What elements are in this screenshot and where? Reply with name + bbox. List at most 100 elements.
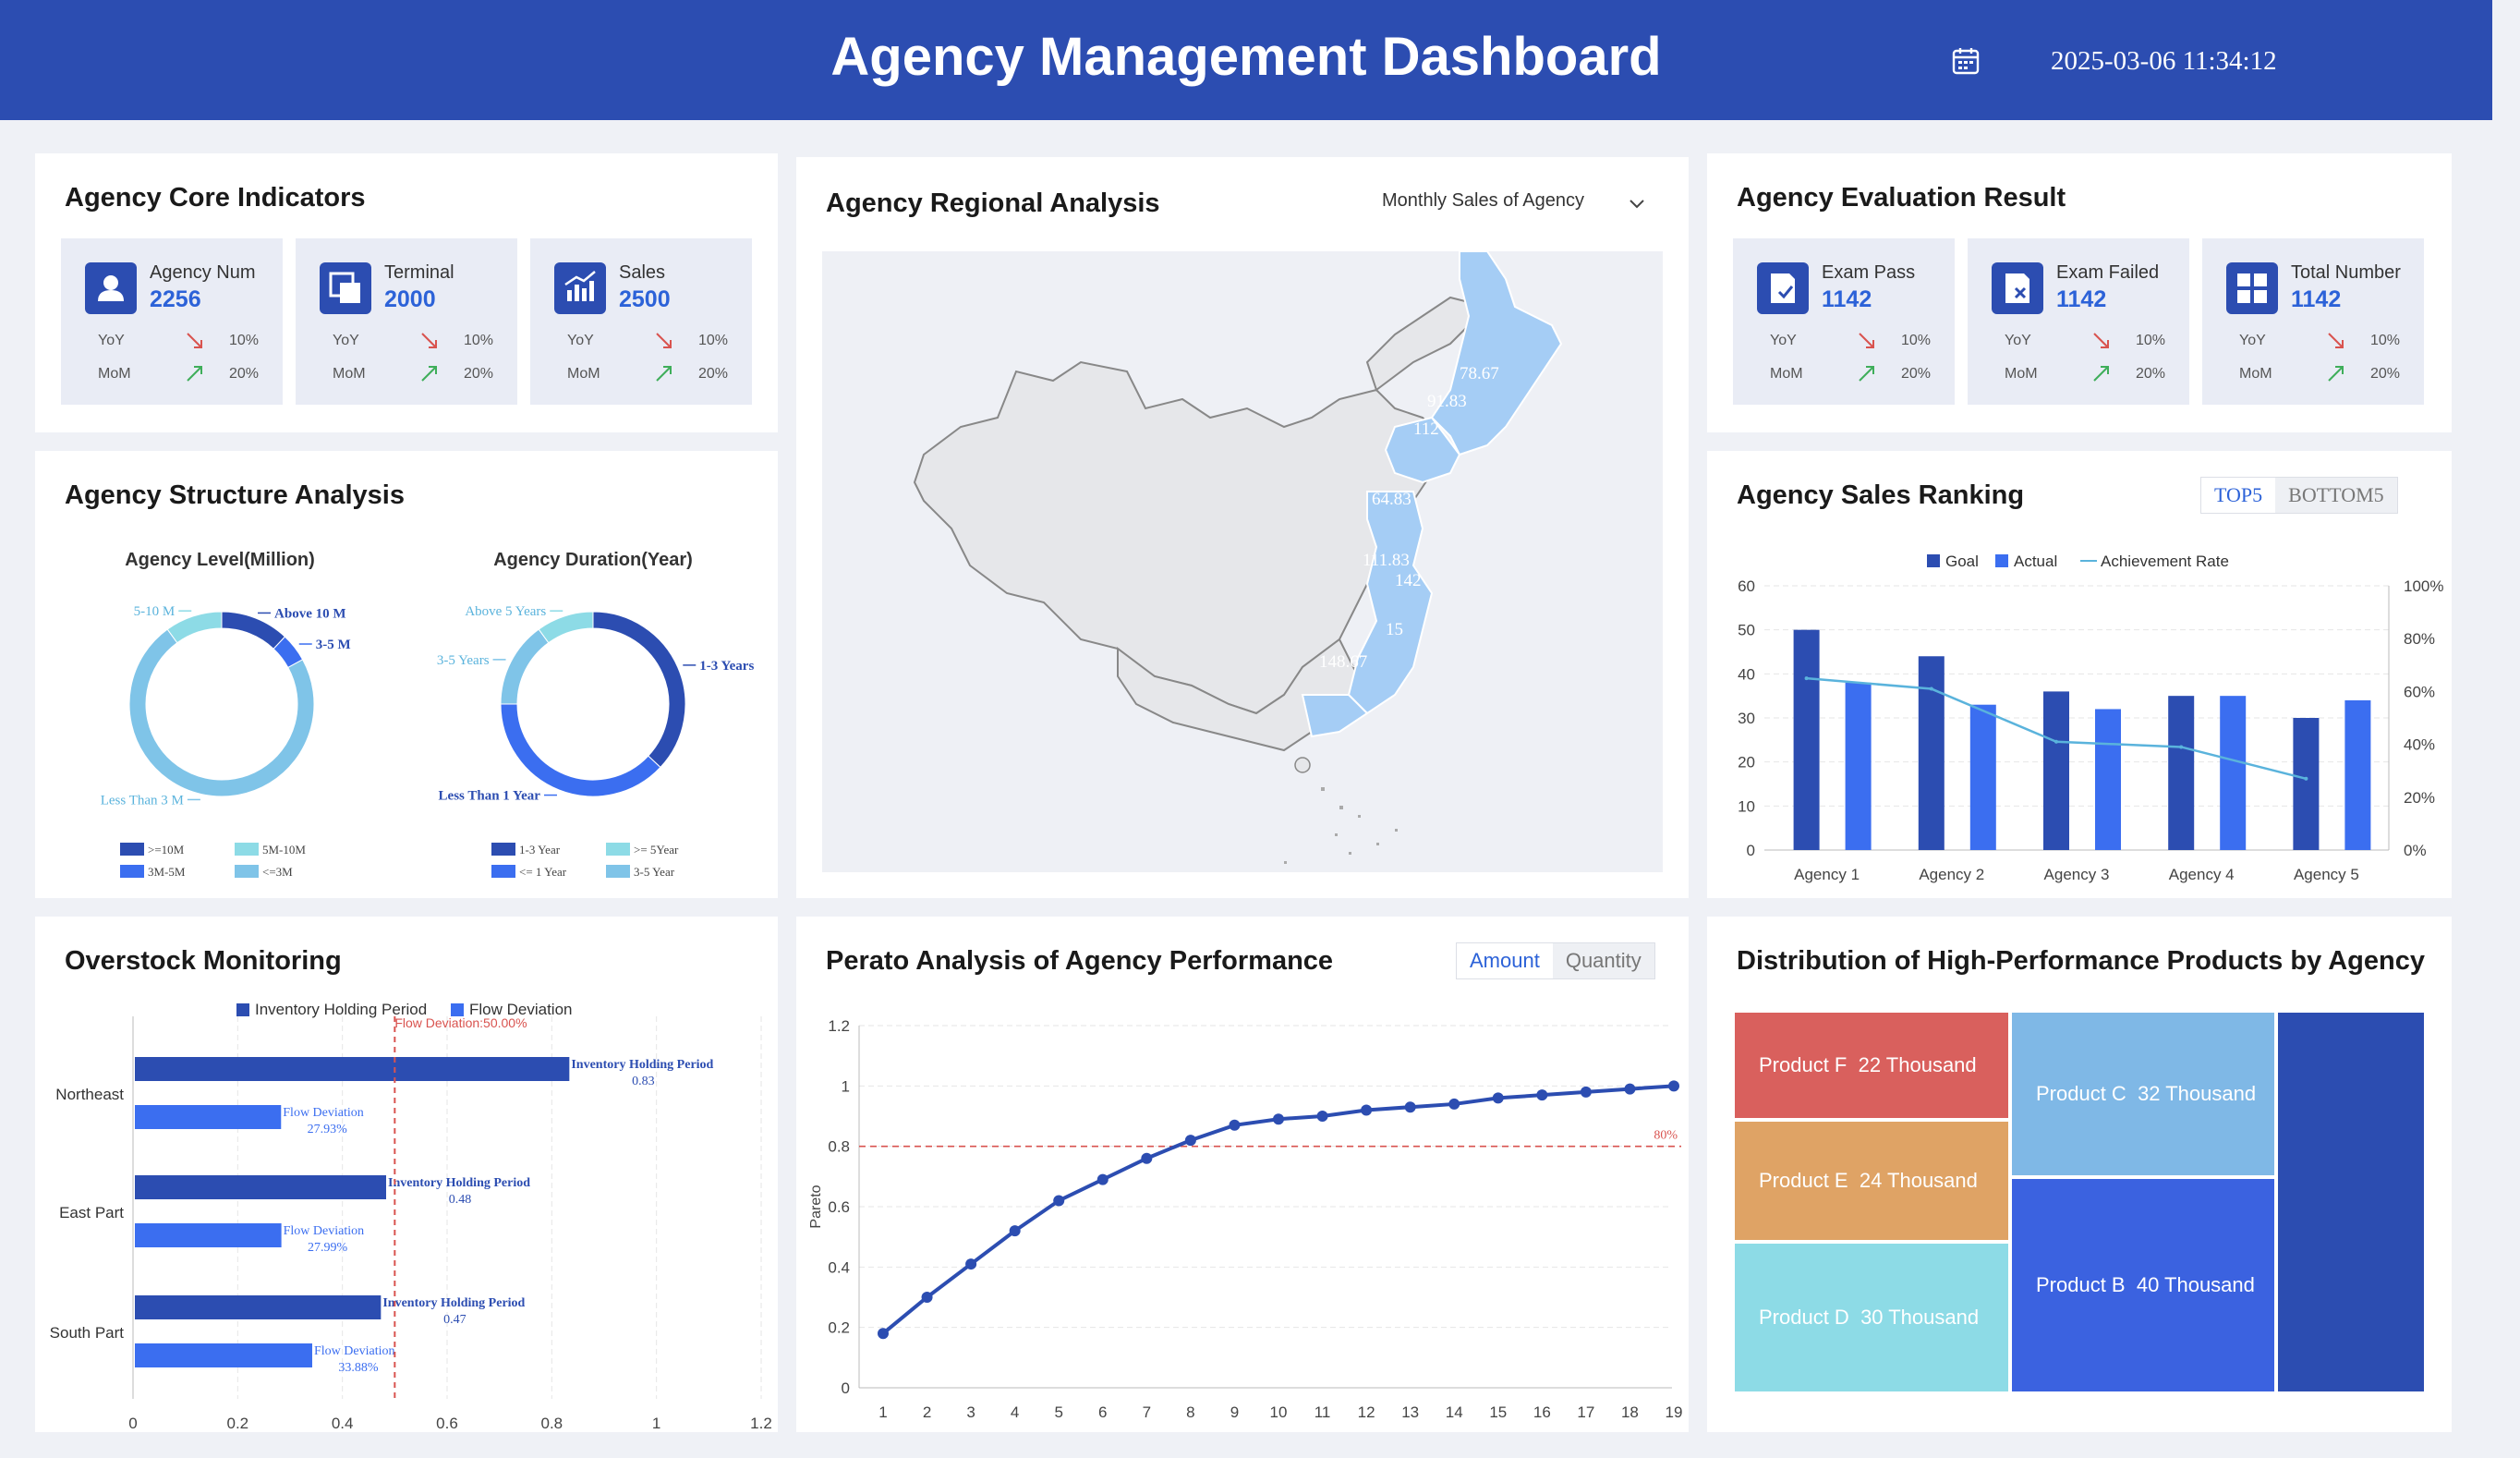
tab-bottom5[interactable]: BOTTOM5	[2288, 483, 2384, 506]
kpi-value: 1142	[2056, 286, 2107, 312]
tab-top5[interactable]: TOP5	[2201, 478, 2276, 513]
kpi-card[interactable]: Exam Failed 1142 YoY 10% MoM 20%	[1968, 238, 2189, 405]
donut-slice	[166, 611, 223, 644]
x-tick-label: 11	[1315, 1403, 1331, 1421]
pareto-point	[1184, 1135, 1196, 1147]
legend-label: Actual	[2014, 553, 2057, 570]
chevron-down-icon[interactable]	[1628, 198, 1646, 211]
treemap-cell-product-f[interactable]: Product F 22 Thousand	[1735, 1013, 2008, 1118]
pareto-point	[1448, 1098, 1460, 1110]
bar-actual	[1845, 682, 1872, 850]
x-tick-label: 13	[1401, 1403, 1419, 1421]
achievement-point	[2304, 776, 2308, 781]
x-tick-label: Agency 5	[2294, 866, 2359, 883]
x-tick-label: 1.2	[750, 1415, 772, 1432]
bar-goal	[1918, 656, 1945, 850]
kpi-mom-value: 20%	[464, 366, 494, 382]
y-tick-label: 0	[842, 1379, 850, 1397]
achievement-point	[1929, 686, 1933, 691]
legend-swatch	[491, 843, 515, 856]
kpi-value: 1142	[1822, 286, 1872, 312]
legend-label: >= 5Year	[634, 843, 679, 857]
y2-tick-label: 20%	[2404, 789, 2435, 807]
kpi-card[interactable]: Total Number 1142 YoY 10% MoM 20%	[2202, 238, 2424, 405]
arrow-down-icon	[1859, 333, 1874, 348]
kpi-card[interactable]: Terminal 2000 YoY 10% MoM 20%	[296, 238, 517, 405]
legend-label: 3-5 Year	[634, 865, 675, 879]
kpi-value: 2000	[384, 286, 436, 312]
overstock-panel: Overstock Monitoring Inventory Holding P…	[35, 917, 778, 1432]
map-label: 142	[1395, 571, 1422, 590]
kpi-yoy-label: YoY	[2005, 333, 2031, 348]
pareto-point	[1229, 1119, 1241, 1131]
donut-label: Less Than 3 M	[101, 793, 184, 808]
bar-label: Flow Deviation	[314, 1344, 395, 1358]
pareto-point	[1492, 1092, 1504, 1104]
y-tick-label: 50	[1738, 622, 1755, 639]
x-tick-label: 6	[1098, 1403, 1107, 1421]
kpi-mom-label: MoM	[98, 366, 131, 382]
bar-label: Inventory Holding Period	[388, 1176, 530, 1190]
bar-goal	[1793, 629, 1820, 850]
tab-quantity[interactable]: Quantity	[1565, 949, 1642, 972]
x-tick-label: Agency 3	[2044, 866, 2110, 883]
pareto-point	[1053, 1195, 1065, 1207]
legend-label: >=10M	[148, 843, 185, 857]
treemap-cell-product-c[interactable]: Product C 32 Thousand	[2012, 1013, 2274, 1175]
sales-ranking-chart: Goal Actual Achievement Rate 0 10 20 30 40 50 60 0…	[1738, 553, 2443, 883]
sales-chart-icon	[554, 262, 606, 314]
kpi-card[interactable]: Sales 2500 YoY 10% MoM 20%	[530, 238, 752, 405]
kpi-card[interactable]: Exam Pass 1142 YoY 10% MoM 20%	[1733, 238, 1955, 405]
map-region-northeast	[1430, 250, 1563, 456]
bar-actual	[2095, 709, 2121, 850]
y-tick-label: 1	[842, 1077, 850, 1095]
x-tick-label: Agency 1	[1794, 866, 1860, 883]
donut-label: Above 10 M	[274, 606, 346, 621]
legend-label: <=3M	[262, 865, 293, 879]
legend-swatch	[491, 865, 515, 878]
y-tick-label: 40	[1738, 665, 1755, 683]
treemap-cell-product-b[interactable]: Product B 40 Thousand	[2012, 1179, 2274, 1391]
regional-title: Agency Regional Analysis	[826, 188, 1160, 218]
donut-slice	[500, 628, 550, 705]
sales-ranking-title: Agency Sales Ranking	[1737, 480, 2025, 510]
arrow-down-icon	[421, 333, 437, 348]
terminal-icon	[320, 262, 371, 314]
kpi-value: 1142	[2291, 286, 2342, 312]
y-tick-label: 20	[1738, 754, 1755, 772]
distribution-title: Distribution of High-Performance Product…	[1737, 946, 2425, 976]
achievement-point	[1804, 676, 1809, 681]
bar-value: 0.83	[632, 1075, 655, 1088]
kpi-card[interactable]: Agency Num 2256 YoY 10% MoM 20%	[61, 238, 283, 405]
calendar-icon[interactable]	[1951, 46, 1981, 76]
kpi-yoy-label: YoY	[567, 333, 594, 348]
x-tick-label: 9	[1230, 1403, 1239, 1421]
kpi-mom-label: MoM	[1770, 366, 1803, 382]
achievement-point	[2179, 745, 2184, 749]
legend-swatch	[120, 843, 144, 856]
bar-label: Inventory Holding Period	[382, 1296, 525, 1310]
arrow-up-icon	[1859, 366, 1874, 382]
bar-holding-period	[135, 1057, 570, 1081]
achievement-point	[2054, 739, 2058, 744]
page-title: Agency Management Dashboard	[830, 27, 1662, 87]
map-area: 78.67 91.83 112 64.83 111.83 142 15 148.…	[822, 250, 1663, 872]
y-tick-label: Northeast	[55, 1086, 124, 1103]
pareto-point	[1580, 1086, 1592, 1098]
header-datetime: 2025-03-06 11:34:12	[2051, 46, 2277, 76]
regional-metric-dropdown[interactable]: Monthly Sales of Agency	[1382, 190, 1585, 211]
treemap-cell-product-a[interactable]	[2278, 1013, 2424, 1391]
x-tick-label: 0.6	[436, 1415, 458, 1432]
treemap-cell-product-d[interactable]: Product D 30 Thousand	[1735, 1244, 2008, 1391]
treemap-cell-product-e[interactable]: Product E 24 Thousand	[1735, 1122, 2008, 1240]
map-label: 64.83	[1372, 490, 1411, 509]
kpi-mom-value: 20%	[2136, 366, 2166, 382]
tab-amount[interactable]: Amount	[1457, 943, 1553, 978]
kpi-label: Agency Num	[150, 262, 256, 283]
legend-swatch	[606, 865, 630, 878]
legend-swatch	[235, 843, 259, 856]
x-tick-label: 0	[128, 1415, 137, 1432]
legend-label: Achievement Rate	[2101, 553, 2229, 570]
arrow-down-icon	[2093, 333, 2109, 348]
y-tick-label: 10	[1738, 797, 1755, 815]
